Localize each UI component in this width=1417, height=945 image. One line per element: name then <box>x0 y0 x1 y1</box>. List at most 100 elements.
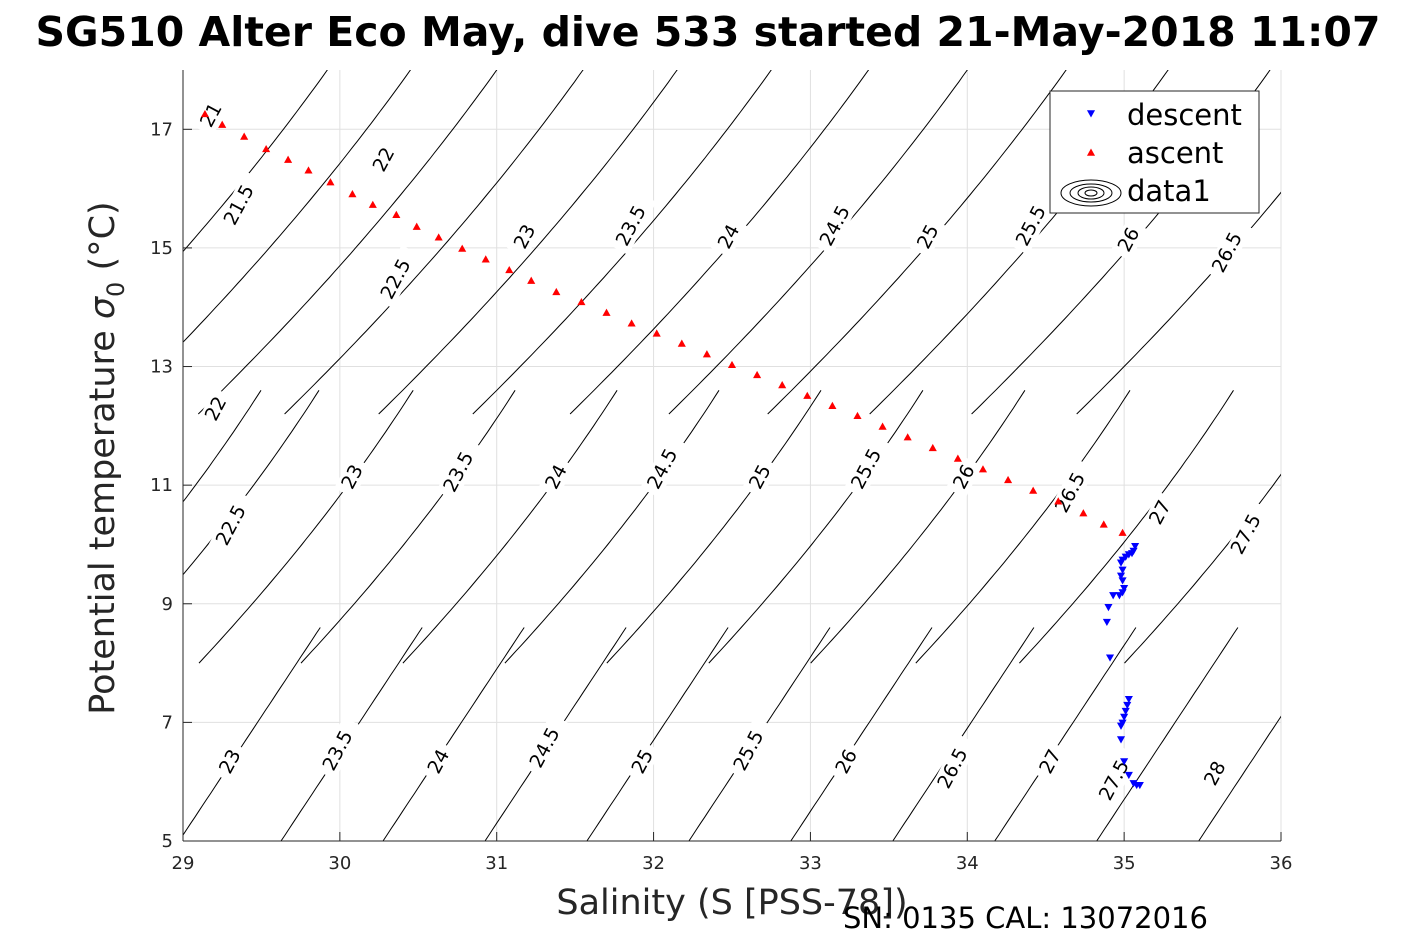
contour-label-22-5: 22.5 <box>208 491 257 555</box>
ascent-point <box>326 178 335 186</box>
x-tick-label: 35 <box>1113 853 1136 874</box>
descent-point <box>1116 572 1126 580</box>
contour-label-bg <box>522 713 571 777</box>
contour-label-bg <box>1110 218 1148 261</box>
contour-label-bg <box>334 455 371 499</box>
descent-point <box>1116 722 1126 730</box>
contour-label-bg <box>1032 740 1069 783</box>
descent-point <box>1123 701 1132 710</box>
legend-marker-descent-icon <box>1086 110 1096 118</box>
contour-label-bg <box>710 215 748 258</box>
descent-point <box>1115 592 1124 600</box>
descent-point <box>1109 592 1118 600</box>
legend-contour-icon <box>1060 179 1122 207</box>
contour-label-bg <box>436 437 484 502</box>
isopycnal-line <box>472 70 772 415</box>
contour-label-bg <box>1008 191 1057 255</box>
x-tick-label: 34 <box>956 853 979 874</box>
ascent-point <box>953 454 962 462</box>
contour-label-bg <box>1196 752 1234 795</box>
isopycnal-line <box>606 390 822 664</box>
contour-ring <box>1084 189 1098 197</box>
ascent-point <box>412 222 421 230</box>
contour-label-bg <box>211 740 249 783</box>
x-axis-label: Salinity (S [PSS-78]) <box>556 883 907 923</box>
ascent-point <box>903 433 912 441</box>
contour-label-bg <box>608 191 657 255</box>
contour-label-24-5: 24.5 <box>522 713 571 777</box>
contour-label-bg <box>1091 746 1140 810</box>
y-axis-label: Potential temperature σ0 (°C) <box>83 201 130 714</box>
contour-label-25-5: 25.5 <box>1008 191 1057 255</box>
contour-ring <box>1060 179 1122 207</box>
ascent-point <box>627 319 636 327</box>
ascent-point <box>1004 475 1013 484</box>
isopycnal-line <box>382 627 525 841</box>
ascent-point <box>552 287 561 296</box>
ascent-point <box>727 360 737 369</box>
contour-label-bg <box>640 434 688 499</box>
contour-label-bg <box>909 215 947 258</box>
descent-point <box>1102 618 1111 627</box>
contour-label-bg <box>208 491 257 555</box>
contour-label-bg <box>193 94 230 137</box>
contour-label-26-5: 26.5 <box>1047 458 1096 522</box>
contour-label-bg <box>844 434 892 499</box>
ascent-point <box>602 308 611 316</box>
contour-label-bg <box>1047 458 1096 522</box>
contour-label-26: 26 <box>1110 218 1148 261</box>
ascent-point <box>878 422 887 430</box>
legend-item-descent: descent <box>1086 98 1242 132</box>
ascent-point <box>434 233 443 241</box>
legend-label: descent <box>1127 98 1242 132</box>
descent-point <box>1116 559 1126 567</box>
isopycnal-line <box>183 390 320 576</box>
contour-label-bg <box>1142 491 1179 534</box>
contour-label-26: 26 <box>945 455 983 499</box>
contour-label-23-5: 23.5 <box>436 437 484 502</box>
contour-label-22-5: 22.5 <box>373 244 422 309</box>
ascent-point <box>218 120 227 128</box>
y-tick-label: 11 <box>150 475 173 496</box>
legend-label: ascent <box>1127 136 1223 170</box>
legend-item-data1: data1 <box>1060 174 1211 208</box>
isopycnal-line <box>183 70 328 253</box>
isopycnal-line <box>586 627 729 841</box>
contour-label-24: 24 <box>538 455 575 499</box>
contour-label-bg <box>828 740 865 783</box>
isopycnal-line <box>1198 715 1281 841</box>
series-descent <box>1102 542 1144 790</box>
contour-label-bg <box>506 215 544 258</box>
legend: descent ascent data1 <box>1049 90 1260 214</box>
ascent-point <box>677 339 686 347</box>
descent-point <box>1120 758 1129 766</box>
ascent-point <box>1099 520 1108 528</box>
descent-point <box>1118 566 1127 574</box>
descent-point <box>1120 585 1129 593</box>
footer-serial-cal: SN: 0135 CAL: 13072016 <box>843 901 1208 935</box>
ascent-point <box>505 265 514 274</box>
ascent-point <box>348 190 357 198</box>
contour-label-22: 22 <box>365 138 403 181</box>
ascent-point <box>577 297 586 306</box>
contour-label-bg <box>315 716 364 780</box>
isopycnal-line <box>402 390 618 664</box>
axes: 29 30 31 32 33 34 35 36 5 7 9 11 13 15 17 <box>150 70 1292 874</box>
contour-label-bg <box>624 740 661 783</box>
ascent-point <box>828 401 837 409</box>
contour-label-28: 28 <box>1196 752 1234 795</box>
contour-label-24-5: 24.5 <box>812 191 861 255</box>
contour-label-27-5: 27.5 <box>1223 500 1272 564</box>
series-ascent <box>200 109 1127 536</box>
ascent-point <box>978 465 988 473</box>
descent-point <box>1105 654 1115 662</box>
isopycnal-line <box>1096 627 1239 841</box>
ascent-point <box>778 381 787 389</box>
contour-label-bg <box>216 170 265 235</box>
descent-point <box>1135 781 1144 790</box>
contour-label-bg <box>365 138 403 181</box>
isopycnal-line <box>1019 390 1234 664</box>
ascent-point <box>481 255 490 263</box>
contour-label-bg <box>197 387 235 430</box>
contour-label-24: 24 <box>710 215 748 258</box>
